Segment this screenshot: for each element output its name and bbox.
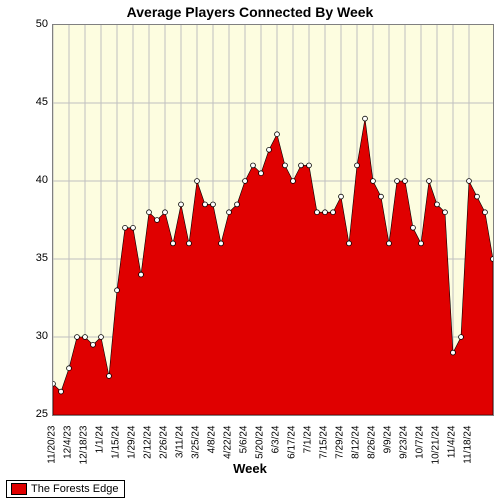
x-tick: 11/20/23 (47, 426, 58, 486)
chart-title: Average Players Connected By Week (0, 4, 500, 20)
x-tick: 1/1/24 (95, 426, 106, 486)
x-tick: 11/4/24 (447, 426, 458, 486)
x-tick: 9/23/24 (399, 426, 410, 486)
x-tick: 2/26/24 (159, 426, 170, 486)
y-tick: 50 (36, 18, 48, 30)
legend: The Forests Edge (6, 480, 125, 498)
y-tick: 30 (36, 330, 48, 342)
chart-container: Average Players Connected By Week Player… (0, 0, 500, 500)
x-tick: 12/18/23 (79, 426, 90, 486)
y-tick: 35 (36, 252, 48, 264)
x-tick: 11/18/24 (463, 426, 474, 486)
x-tick: 5/20/24 (255, 426, 266, 486)
x-tick: 8/26/24 (367, 426, 378, 486)
legend-label: The Forests Edge (31, 483, 118, 495)
y-tick: 25 (36, 408, 48, 420)
x-tick: 3/25/24 (191, 426, 202, 486)
x-tick: 1/29/24 (127, 426, 138, 486)
x-tick: 9/9/24 (383, 426, 394, 486)
x-tick: 10/7/24 (415, 426, 426, 486)
x-tick: 2/12/24 (143, 426, 154, 486)
x-tick: 7/29/24 (335, 426, 346, 486)
x-tick: 3/11/24 (175, 426, 186, 486)
y-tick: 45 (36, 96, 48, 108)
x-tick: 1/15/24 (111, 426, 122, 486)
x-tick: 12/4/23 (63, 426, 74, 486)
x-tick: 7/15/24 (319, 426, 330, 486)
x-tick: 5/6/24 (239, 426, 250, 486)
legend-swatch (11, 483, 27, 495)
plot-area (52, 24, 494, 416)
x-tick: 6/17/24 (287, 426, 298, 486)
y-tick: 40 (36, 174, 48, 186)
x-tick: 4/8/24 (207, 426, 218, 486)
x-tick: 7/1/24 (303, 426, 314, 486)
x-tick: 4/22/24 (223, 426, 234, 486)
x-tick: 10/21/24 (431, 426, 442, 486)
x-tick: 6/3/24 (271, 426, 282, 486)
x-tick: 8/12/24 (351, 426, 362, 486)
